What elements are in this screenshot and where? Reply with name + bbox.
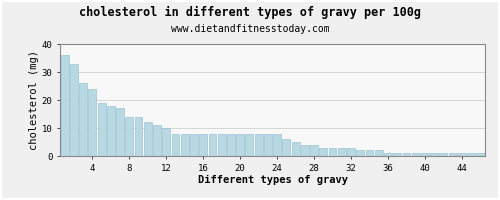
- Bar: [236, 134, 244, 156]
- Bar: [384, 153, 392, 156]
- Bar: [273, 134, 281, 156]
- Bar: [70, 64, 78, 156]
- Bar: [338, 148, 345, 156]
- Bar: [347, 148, 355, 156]
- Bar: [264, 134, 272, 156]
- Bar: [421, 153, 429, 156]
- Bar: [218, 134, 226, 156]
- Bar: [190, 134, 198, 156]
- Bar: [282, 139, 290, 156]
- Bar: [153, 125, 161, 156]
- X-axis label: Different types of gravy: Different types of gravy: [198, 175, 348, 185]
- Bar: [476, 153, 484, 156]
- Bar: [98, 103, 106, 156]
- Bar: [467, 153, 475, 156]
- Bar: [328, 148, 336, 156]
- Bar: [301, 145, 309, 156]
- Text: www.dietandfitnesstoday.com: www.dietandfitnesstoday.com: [170, 24, 330, 34]
- Bar: [430, 153, 438, 156]
- Bar: [181, 134, 188, 156]
- Bar: [320, 148, 327, 156]
- Bar: [144, 122, 152, 156]
- Bar: [107, 106, 114, 156]
- Bar: [292, 142, 300, 156]
- Bar: [162, 128, 170, 156]
- Bar: [356, 150, 364, 156]
- Bar: [246, 134, 254, 156]
- Bar: [254, 134, 262, 156]
- Bar: [200, 134, 207, 156]
- Bar: [227, 134, 235, 156]
- Text: cholesterol in different types of gravy per 100g: cholesterol in different types of gravy …: [79, 6, 421, 19]
- Bar: [448, 153, 456, 156]
- Bar: [366, 150, 374, 156]
- Bar: [60, 55, 68, 156]
- Bar: [88, 89, 96, 156]
- Bar: [208, 134, 216, 156]
- Y-axis label: cholesterol (mg): cholesterol (mg): [29, 50, 39, 150]
- Bar: [412, 153, 420, 156]
- Bar: [440, 153, 448, 156]
- Bar: [402, 153, 410, 156]
- Bar: [394, 153, 401, 156]
- Bar: [458, 153, 466, 156]
- Bar: [375, 150, 382, 156]
- Bar: [172, 134, 179, 156]
- Bar: [79, 83, 87, 156]
- Bar: [116, 108, 124, 156]
- Bar: [126, 117, 133, 156]
- Bar: [310, 145, 318, 156]
- Bar: [134, 117, 142, 156]
